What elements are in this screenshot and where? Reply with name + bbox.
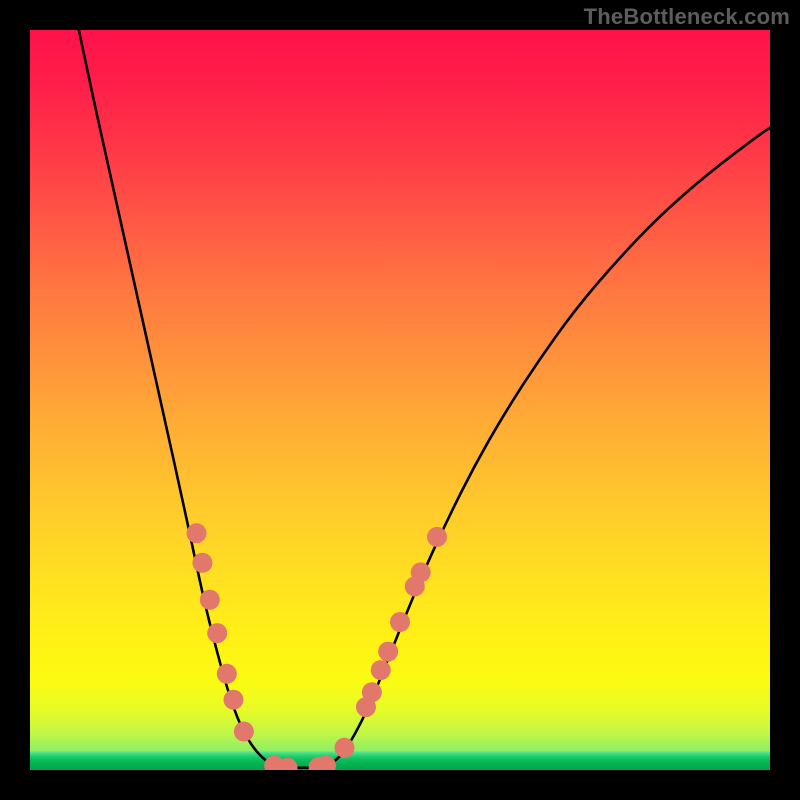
data-marker: [207, 623, 227, 643]
chart-frame: TheBottleneck.com: [0, 0, 800, 800]
data-marker: [234, 722, 254, 742]
data-marker: [217, 664, 237, 684]
optimum-band: [30, 752, 770, 771]
data-marker: [362, 682, 382, 702]
data-marker: [192, 553, 212, 573]
watermark-text: TheBottleneck.com: [584, 4, 790, 30]
data-marker: [390, 612, 410, 632]
data-marker: [411, 562, 431, 582]
plot-area: [30, 30, 770, 770]
data-marker: [335, 738, 355, 758]
data-marker: [427, 527, 447, 547]
data-marker: [224, 690, 244, 710]
data-marker: [200, 590, 220, 610]
data-marker: [378, 642, 398, 662]
plot-svg: [30, 30, 770, 770]
data-marker: [187, 523, 207, 543]
data-marker: [371, 660, 391, 680]
gradient-background: [30, 30, 770, 770]
